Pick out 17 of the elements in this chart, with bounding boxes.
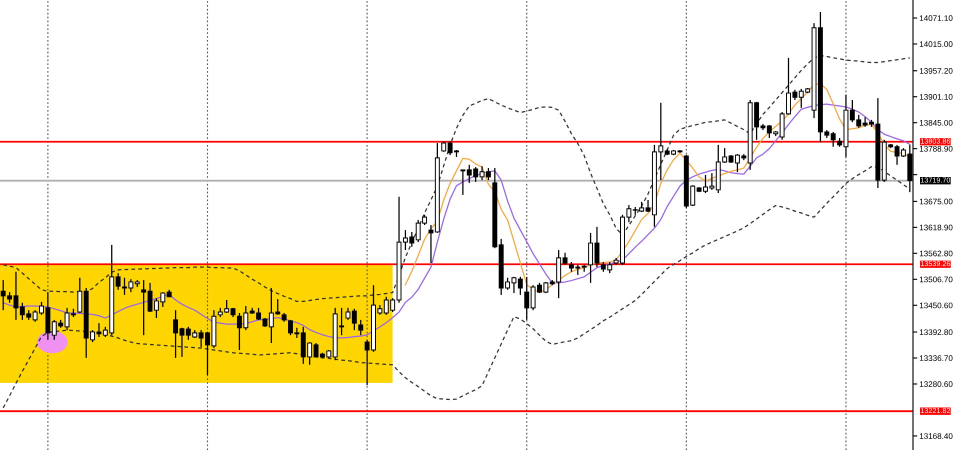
- y-tick-label: 13450.60: [920, 302, 953, 308]
- y-tick-label: 13336.70: [920, 355, 953, 362]
- y-tick-label: 13392.80: [920, 329, 953, 336]
- y-tick-label: 13845.00: [920, 120, 953, 126]
- y-tick-label: 13901.10: [920, 94, 953, 100]
- y-tick-label: 13675.00: [920, 198, 953, 204]
- y-tick-label: 13618.90: [920, 224, 953, 230]
- y-tick-label: 13506.70: [920, 276, 953, 282]
- y-tick-label: 13788.90: [920, 146, 953, 152]
- y-tick-label: 13562.80: [920, 250, 953, 256]
- line-series: [2, 104, 910, 339]
- y-tick-label: 14071.10: [920, 15, 953, 22]
- y-tick-label: 13280.60: [920, 381, 953, 387]
- y-tick-label: 13957.20: [920, 68, 953, 74]
- y-tick-label: 14015.00: [920, 41, 953, 47]
- y-tick-label: 13168.40: [920, 433, 953, 439]
- candlestick: [358, 319, 364, 336]
